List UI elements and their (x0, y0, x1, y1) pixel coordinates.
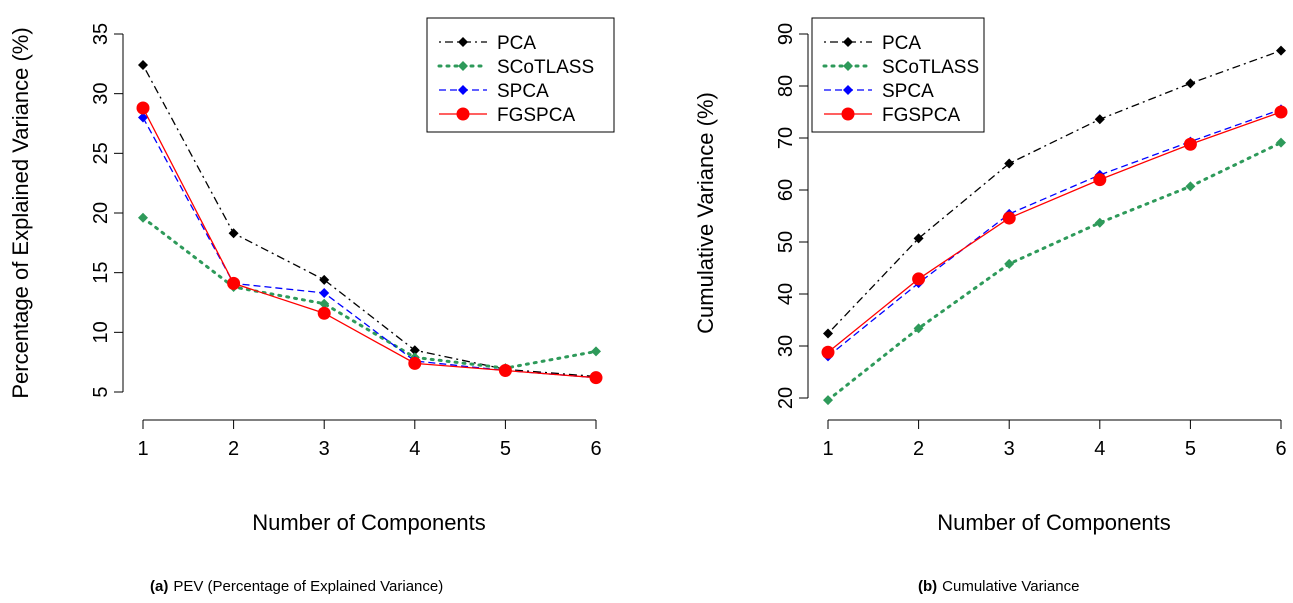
y-tick-label: 40 (775, 283, 797, 305)
series-line-scotlass (141, 216, 598, 370)
legend-label: SPCA (497, 81, 549, 102)
y-tick-label: 10 (90, 321, 112, 343)
y-tick-label: 35 (90, 23, 112, 45)
data-point-fgspca (227, 276, 241, 290)
y-tick-label: 20 (775, 387, 797, 409)
x-tick-label: 5 (500, 438, 511, 460)
y-tick-label: 70 (775, 127, 797, 149)
legend-marker-pca (843, 37, 853, 47)
y-tick-label: 60 (775, 179, 797, 201)
data-point-fgspca (821, 345, 835, 359)
legend-label: FGSPCA (882, 105, 960, 126)
legend: PCA SCoTLASS SPCA FGSPCA (811, 17, 985, 133)
x-tick-label: 1 (822, 438, 833, 460)
x-axis-title: Number of Components (937, 510, 1171, 535)
data-point-pca (913, 233, 924, 244)
y-tick-label: 30 (775, 335, 797, 357)
data-point-pca (1004, 158, 1015, 169)
data-point-scotlass (1094, 217, 1105, 228)
data-point-pca (823, 328, 833, 339)
legend-label: SCoTLASS (497, 57, 594, 78)
series-line-pca (827, 50, 1282, 334)
chart-cumulative-variance: 20 30 40 50 60 70 80 90 1 2 3 4 5 6 Cumulative Varianc… (693, 17, 1288, 595)
figure-caption: (a) PEV (Percentage of Explained Variance… (150, 578, 443, 595)
legend-marker-fgspca (456, 107, 470, 121)
data-point-scotlass (913, 323, 924, 334)
data-point-pca (1276, 45, 1286, 56)
series-line-pca (142, 64, 597, 378)
data-point-fgspca (912, 272, 926, 286)
data-point-fgspca (1183, 137, 1197, 151)
data-point-scotlass (1185, 181, 1196, 192)
legend: PCA SCoTLASS SPCA FGSPCA (426, 17, 615, 133)
legend-label: FGSPCA (497, 105, 575, 126)
data-point-fgspca (589, 371, 603, 385)
series-line-fgspca (827, 111, 1282, 353)
x-tick-label: 1 (137, 438, 148, 460)
legend-label: SPCA (882, 81, 934, 102)
figure-caption: (b) Cumulative Variance (918, 578, 1079, 595)
data-point-pca (228, 228, 239, 239)
y-tick-label: 5 (90, 386, 112, 397)
y-axis-title: Cumulative Variance (%) (693, 92, 718, 334)
x-tick-label: 3 (319, 438, 330, 460)
y-tick-label: 90 (775, 23, 797, 45)
data-point-pca (319, 274, 330, 285)
legend-box (811, 17, 985, 133)
caption-text: PEV (Percentage of Explained Variance) (173, 578, 443, 595)
legend-marker-scotlass (458, 61, 468, 71)
data-point-fgspca (317, 306, 331, 320)
legend-marker-scotlass (843, 61, 853, 71)
legend-marker-fgspca (841, 107, 855, 121)
data-point-pca (138, 60, 148, 71)
x-tick-label: 6 (1275, 438, 1286, 460)
series-line-spca (827, 108, 1282, 357)
data-point-scotlass (319, 298, 330, 309)
series-line-fgspca (142, 107, 597, 379)
y-tick-label: 50 (775, 231, 797, 253)
y-axis-title: Percentage of Explained Variance (%) (8, 27, 33, 398)
x-tick-label: 2 (913, 438, 924, 460)
y-tick-label: 80 (775, 75, 797, 97)
data-point-fgspca (1093, 173, 1107, 187)
legend-marker-spca (458, 85, 468, 95)
legend-marker-pca (458, 37, 468, 47)
data-point-pca (1185, 78, 1196, 89)
data-point-scotlass (823, 395, 833, 406)
x-tick-label: 4 (409, 438, 420, 460)
data-point-fgspca (408, 356, 422, 370)
caption-tag: (b) (918, 578, 937, 595)
data-point-fgspca (1274, 105, 1288, 119)
data-point-scotlass (591, 346, 601, 357)
data-point-scotlass (138, 212, 148, 223)
x-tick-label: 6 (590, 438, 601, 460)
x-tick-label: 3 (1004, 438, 1015, 460)
legend-label: PCA (497, 33, 536, 54)
caption-tag: (a) (150, 578, 168, 595)
y-tick-label: 20 (90, 202, 112, 224)
data-point-pca (409, 345, 420, 356)
legend-label: SCoTLASS (882, 57, 979, 78)
data-point-pca (1094, 114, 1105, 125)
data-point-scotlass (1004, 258, 1015, 269)
y-tick-label: 15 (90, 262, 112, 284)
y-tick-label: 25 (90, 142, 112, 164)
data-point-spca (319, 287, 330, 298)
data-point-scotlass (1276, 137, 1286, 148)
x-tick-label: 2 (228, 438, 239, 460)
legend-label: PCA (882, 33, 921, 54)
data-point-spca (138, 112, 148, 123)
x-tick-label: 4 (1094, 438, 1105, 460)
data-point-fgspca (498, 364, 512, 378)
x-axis-title: Number of Components (252, 510, 486, 535)
caption-text: Cumulative Variance (942, 578, 1079, 595)
data-point-fgspca (1002, 211, 1016, 225)
legend-marker-spca (843, 85, 853, 95)
chart-pev: 5 10 15 20 25 30 35 1 2 3 4 5 6 Percentage of Explain… (8, 17, 615, 595)
data-point-fgspca (136, 101, 150, 115)
series-line-scotlass (826, 141, 1283, 402)
x-tick-label: 5 (1185, 438, 1196, 460)
y-tick-label: 30 (90, 83, 112, 105)
